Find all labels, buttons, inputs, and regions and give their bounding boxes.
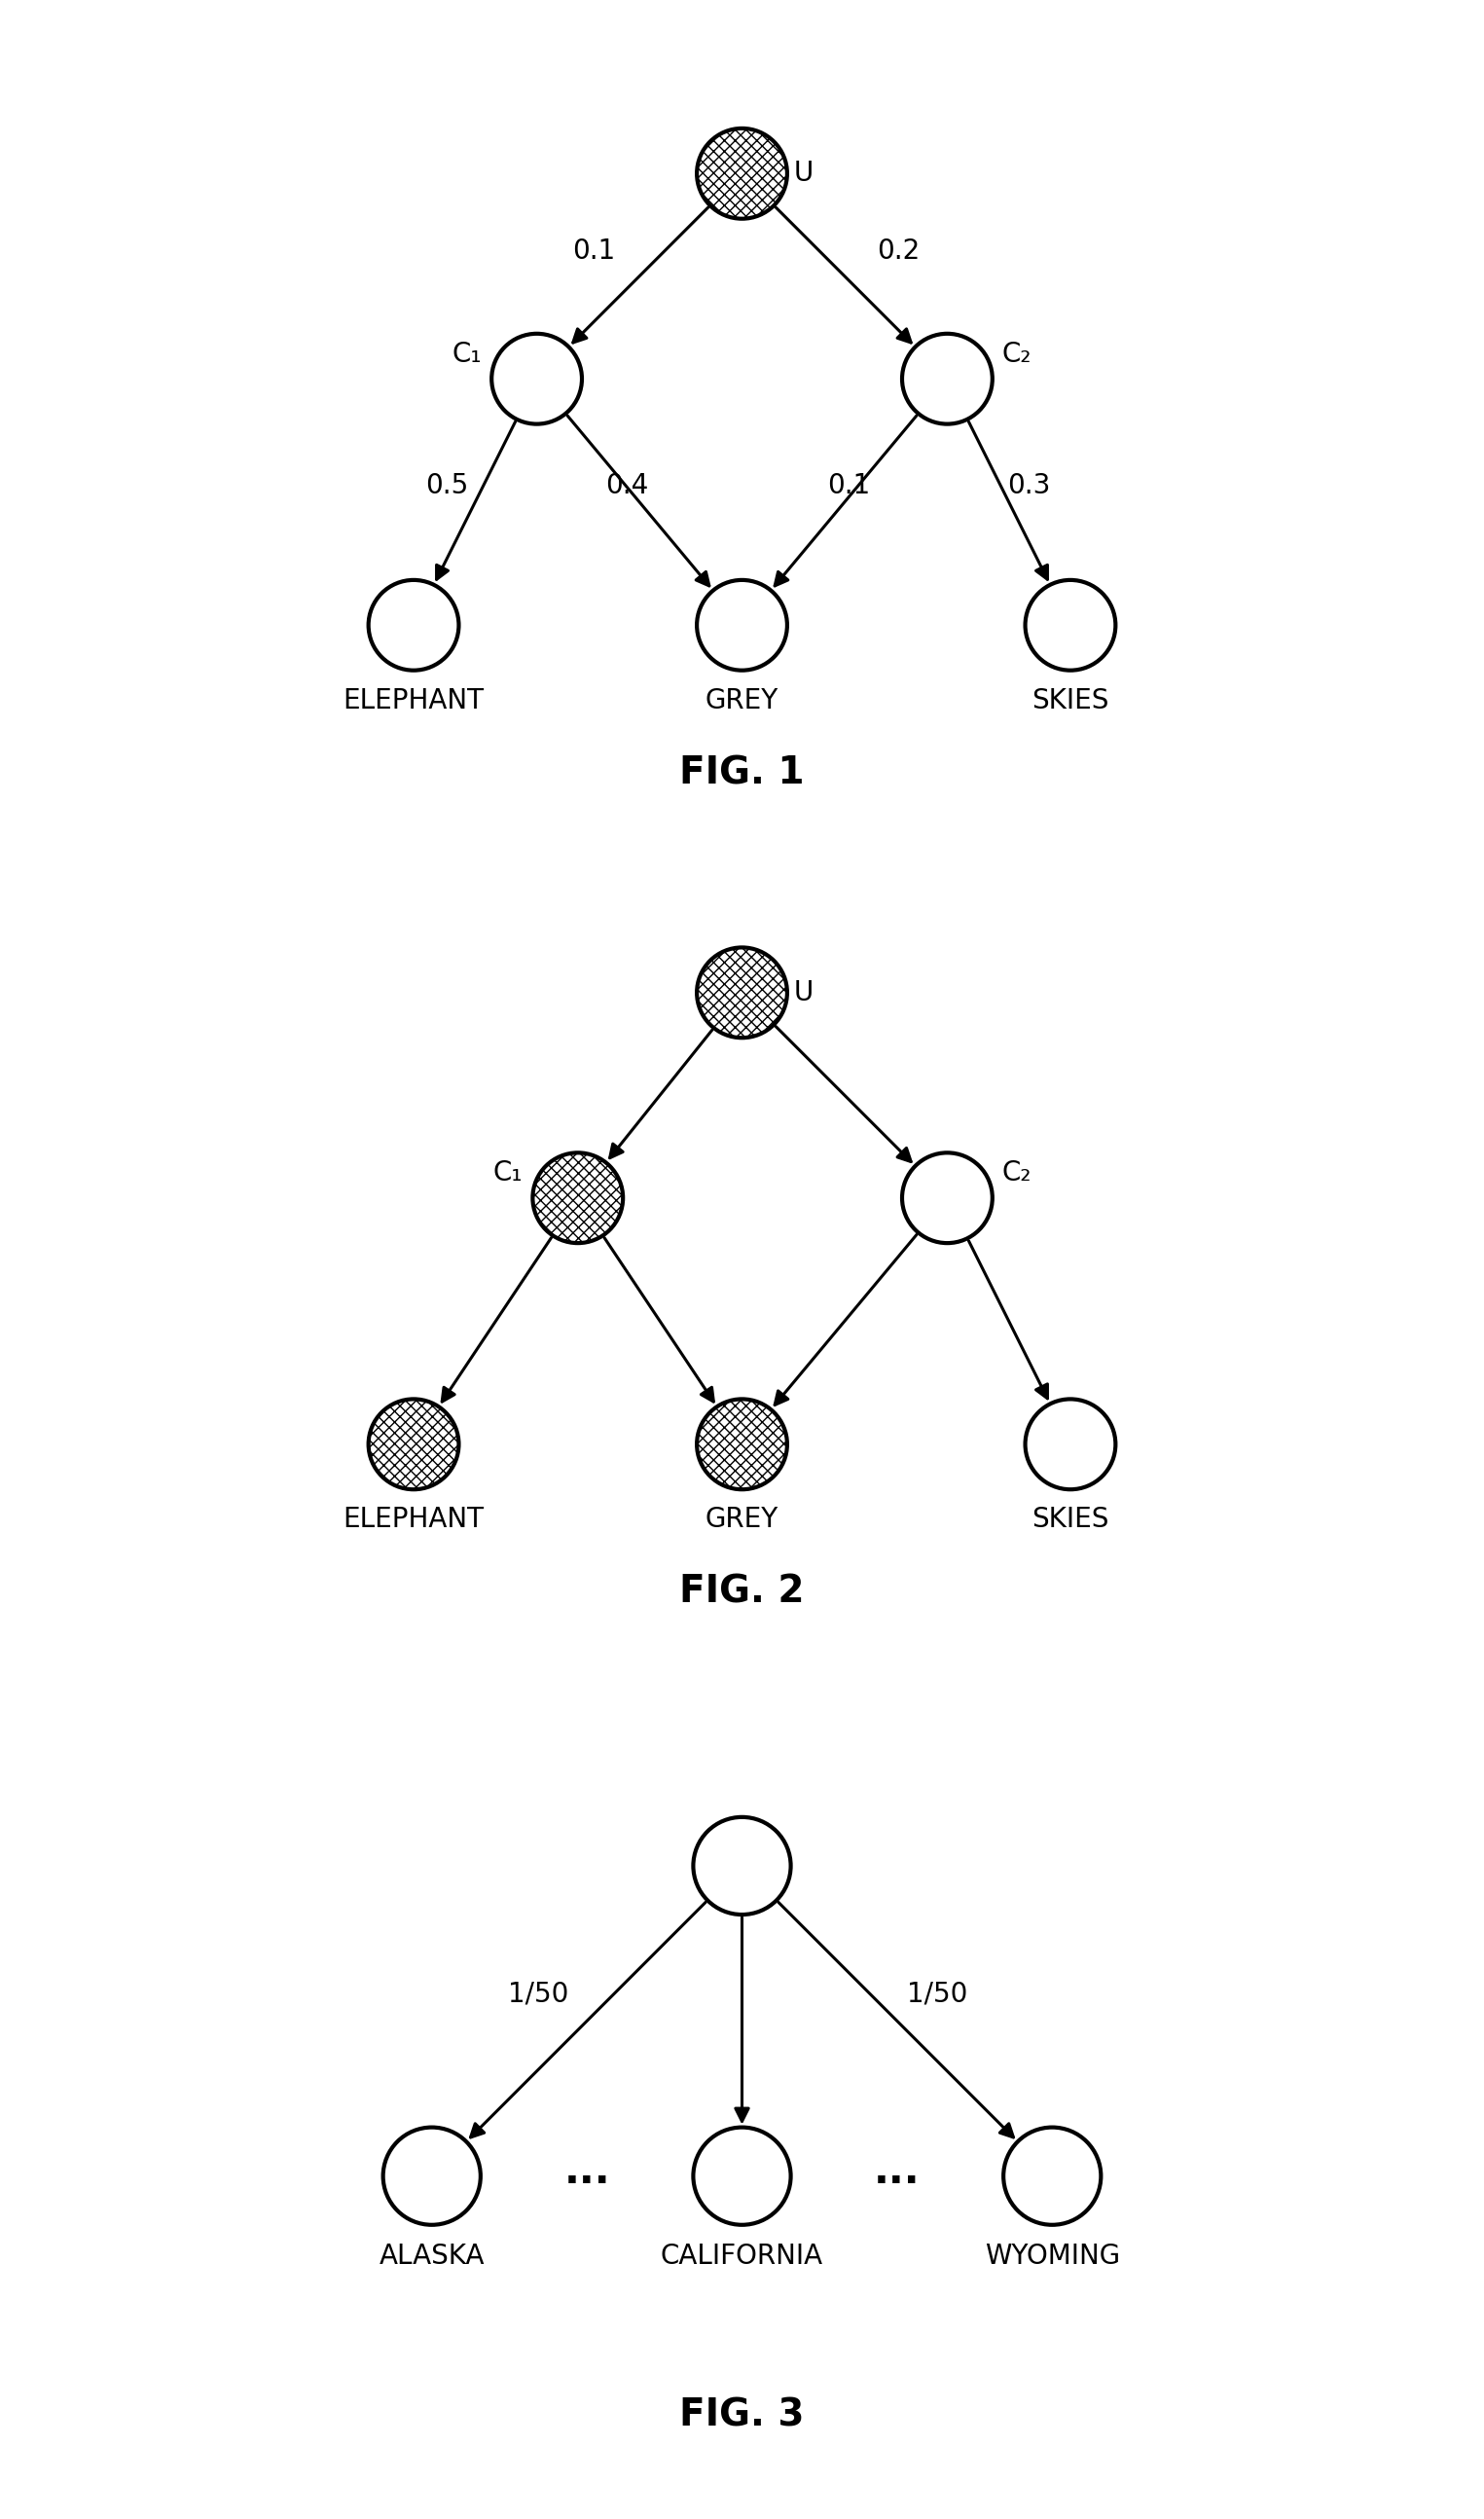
Text: 1/50: 1/50 [508, 1980, 568, 2008]
Circle shape [693, 1816, 791, 1914]
Text: U: U [794, 980, 813, 1005]
Text: ELEPHANT: ELEPHANT [343, 1506, 484, 1534]
Text: 0.1: 0.1 [827, 471, 870, 499]
Text: SKIES: SKIES [1031, 688, 1109, 713]
Circle shape [1003, 2129, 1101, 2224]
Text: GREY: GREY [705, 688, 779, 713]
Circle shape [383, 2129, 481, 2224]
Text: 0.2: 0.2 [877, 237, 920, 264]
Text: C₁: C₁ [453, 340, 482, 368]
Text: WYOMING: WYOMING [984, 2242, 1120, 2270]
Circle shape [902, 333, 993, 423]
Circle shape [693, 2129, 791, 2224]
Circle shape [368, 1398, 459, 1489]
Circle shape [1025, 1398, 1116, 1489]
Text: 0.1: 0.1 [573, 237, 616, 264]
Circle shape [902, 1154, 993, 1242]
Circle shape [697, 579, 787, 670]
Text: C₁: C₁ [493, 1159, 522, 1186]
Text: C₂: C₂ [1002, 340, 1031, 368]
Text: 0.4: 0.4 [605, 471, 649, 499]
Text: ELEPHANT: ELEPHANT [343, 688, 484, 713]
Text: U: U [794, 159, 813, 186]
Text: FIG. 3: FIG. 3 [680, 2398, 804, 2433]
Circle shape [1025, 579, 1116, 670]
Circle shape [697, 947, 787, 1038]
Text: ...: ... [564, 2151, 610, 2192]
Text: ...: ... [874, 2151, 920, 2192]
Circle shape [368, 579, 459, 670]
Text: C₂: C₂ [1002, 1159, 1031, 1186]
Text: FIG. 2: FIG. 2 [680, 1574, 804, 1610]
Circle shape [697, 1398, 787, 1489]
Text: 1/50: 1/50 [907, 1980, 968, 2008]
Circle shape [491, 333, 582, 423]
Text: FIG. 1: FIG. 1 [680, 756, 804, 791]
Circle shape [533, 1154, 623, 1242]
Text: SKIES: SKIES [1031, 1506, 1109, 1534]
Text: GREY: GREY [705, 1506, 779, 1534]
Circle shape [697, 128, 787, 219]
Text: ALASKA: ALASKA [378, 2242, 485, 2270]
Text: CALIFORNIA: CALIFORNIA [660, 2242, 824, 2270]
Text: 0.3: 0.3 [1008, 471, 1051, 499]
Text: 0.5: 0.5 [424, 471, 467, 499]
